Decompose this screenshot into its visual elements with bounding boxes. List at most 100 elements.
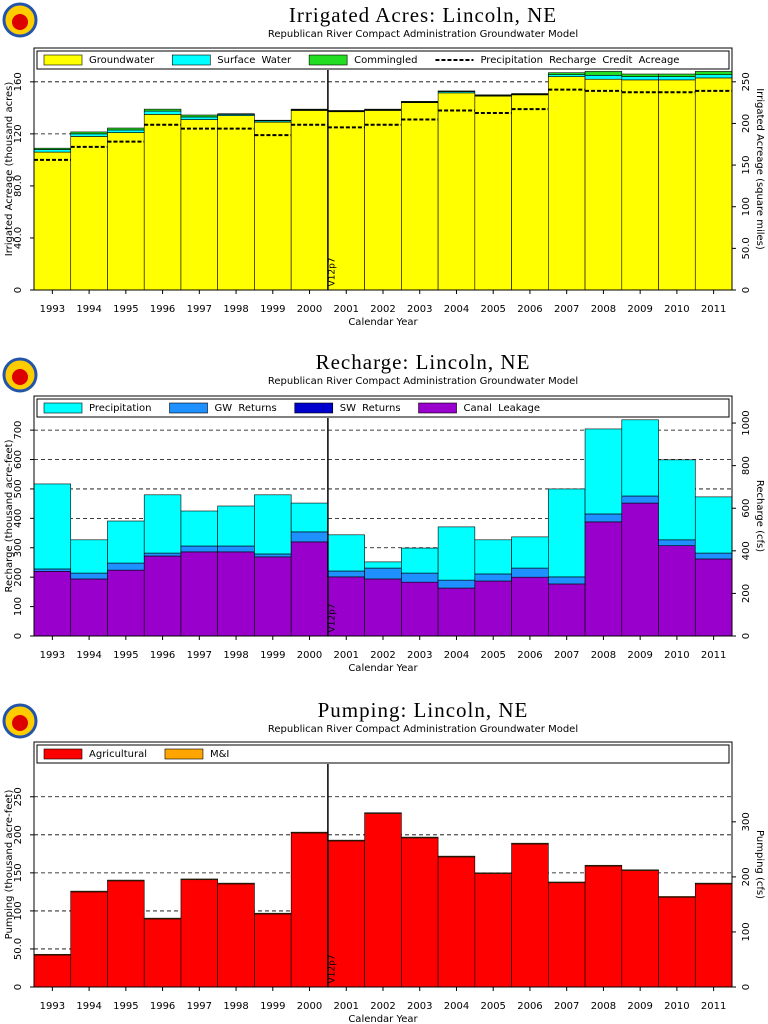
y2-tick-label: 800 — [741, 456, 752, 475]
bar-segment — [401, 102, 439, 291]
logo — [2, 2, 38, 739]
bar-segment — [217, 882, 255, 885]
y2-tick-label: 0 — [741, 633, 752, 639]
x-tick-label: 2000 — [297, 650, 322, 661]
bar-segment — [511, 94, 549, 291]
bar-segment — [401, 837, 439, 988]
x-tick-label: 1993 — [40, 304, 65, 315]
bar-segment — [401, 547, 439, 574]
y-tick-label: 700 — [13, 421, 24, 440]
x-tick-label: 2002 — [370, 304, 395, 315]
bar-segment — [70, 891, 108, 988]
bar-segment — [143, 552, 182, 557]
bar-segment — [33, 954, 72, 988]
bar-segment — [694, 74, 733, 79]
bar-segment — [107, 562, 145, 571]
y2-tick-label: 0 — [741, 287, 752, 293]
bar-segment — [584, 75, 623, 80]
x-tick-label: 1995 — [113, 1001, 138, 1012]
x-tick-label: 2006 — [517, 1001, 542, 1012]
x-tick-label: 2008 — [591, 304, 616, 315]
x-tick-label: 2004 — [444, 650, 469, 661]
y2-tick-label: 200 — [741, 114, 752, 133]
bar-segment — [548, 882, 586, 988]
legend-swatch — [43, 748, 83, 760]
chart-subtitle: Republican River Compact Administration … — [268, 376, 578, 387]
bar-segment — [621, 869, 659, 871]
x-tick-label: 2004 — [444, 1001, 469, 1012]
bar-segment — [217, 883, 255, 988]
x-tick-label: 2011 — [701, 304, 726, 315]
bar-segment — [658, 76, 696, 81]
bar-segment — [143, 917, 182, 920]
bar-segment — [143, 114, 182, 291]
x-tick-label: 2005 — [480, 1001, 505, 1012]
bar-segment — [33, 568, 72, 572]
bar-segment — [180, 879, 218, 988]
bar-segment — [327, 111, 365, 291]
bar-segment — [33, 570, 72, 637]
bar-segment — [474, 873, 512, 988]
x-tick-label: 2007 — [554, 1001, 579, 1012]
chart-title: Pumping: Lincoln, NE — [318, 698, 529, 722]
x-tick-label: 2001 — [334, 304, 359, 315]
y2-tick-label: 100 — [741, 922, 752, 941]
bar-segment — [621, 79, 659, 291]
bar-segment — [107, 129, 145, 133]
bar-segment — [401, 836, 439, 839]
x-tick-label: 2007 — [554, 304, 579, 315]
x-tick-label: 1995 — [113, 304, 138, 315]
bar-segment — [584, 521, 623, 637]
bar-segment — [437, 855, 476, 858]
y2-tick-label: 50.0 — [741, 237, 752, 259]
y-tick-label: 100 — [13, 901, 24, 920]
y-tick-label: 500 — [13, 479, 24, 498]
y-tick-label: 200 — [13, 568, 24, 587]
bar-segment — [437, 90, 476, 92]
x-tick-label: 1997 — [187, 304, 212, 315]
legend-box — [36, 744, 730, 764]
y2-tick-label: 400 — [741, 541, 752, 560]
y2-tick-label: 200 — [741, 867, 752, 886]
bar-segment — [401, 581, 439, 637]
x-axis-label: Calendar Year — [348, 1014, 418, 1024]
bar-segment — [254, 553, 292, 558]
x-tick-label: 1998 — [223, 304, 248, 315]
legend-label: SW Returns — [340, 403, 401, 414]
bar-segment — [364, 567, 402, 580]
bar-segment — [548, 488, 586, 578]
legend-label: M&I — [210, 749, 229, 760]
plot-frame — [33, 395, 733, 637]
y2-axis-label: Irrigated Acreage (square miles) — [754, 88, 765, 250]
bar-segment — [694, 77, 733, 291]
chart-title: Recharge: Lincoln, NE — [316, 350, 531, 374]
bar-segment — [290, 502, 329, 533]
bar-segment — [327, 534, 365, 572]
bar-segment — [143, 918, 182, 988]
x-tick-label: 2008 — [591, 650, 616, 661]
bar-segment — [511, 842, 549, 845]
annotation-text: V12p7 — [327, 257, 337, 286]
bar-segment — [658, 459, 696, 541]
legend-label: Agricultural — [89, 749, 147, 760]
x-tick-label: 2001 — [334, 650, 359, 661]
y-tick-label: 200 — [13, 825, 24, 844]
legend-swatch — [164, 748, 204, 760]
x-tick-label: 2003 — [407, 650, 432, 661]
bar-segment — [437, 856, 476, 988]
bar-segment — [658, 73, 696, 77]
y2-tick-label: 0 — [741, 984, 752, 990]
legend-swatch — [308, 54, 348, 66]
bar-segment — [548, 72, 586, 75]
x-tick-label: 2006 — [517, 304, 542, 315]
x-tick-label: 1998 — [223, 650, 248, 661]
x-tick-label: 1993 — [40, 1001, 65, 1012]
bar-segment — [70, 539, 108, 574]
bar-segment — [70, 572, 108, 580]
legend-label: GW Returns — [215, 403, 277, 414]
bar-segment — [694, 496, 733, 554]
bar-segment — [33, 149, 72, 153]
y2-tick-label: 150 — [741, 156, 752, 175]
bar-segment — [254, 912, 292, 915]
